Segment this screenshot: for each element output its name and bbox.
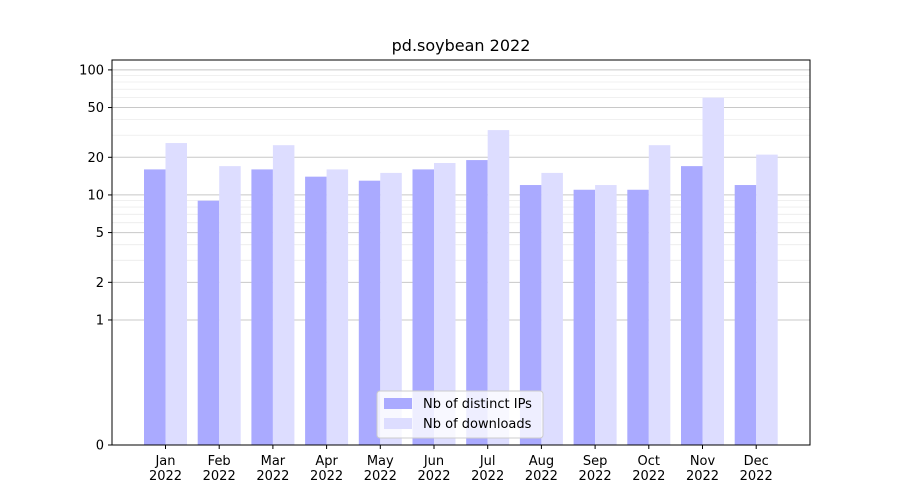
legend-swatch	[384, 418, 412, 429]
bar-distinct-ips	[358, 180, 381, 445]
legend-label: Nb of distinct IPs	[423, 397, 532, 412]
bar-distinct-ips	[251, 169, 273, 445]
bar-distinct-ips	[573, 189, 596, 445]
bar-distinct-ips	[519, 185, 542, 445]
bar-distinct-ips	[627, 189, 649, 445]
legend-label: Nb of downloads	[423, 417, 532, 432]
legend-swatch	[384, 398, 412, 409]
x-tick-label: May 2022	[364, 454, 397, 484]
x-tick-label: Apr 2022	[310, 454, 343, 484]
bar-downloads	[487, 130, 510, 445]
x-tick-label: Aug 2022	[525, 454, 558, 484]
bar-distinct-ips	[681, 166, 703, 445]
y-tick-label: 10	[87, 188, 104, 203]
y-tick-label: 2	[96, 276, 104, 291]
x-tick-label: Sep 2022	[579, 454, 612, 484]
bar-distinct-ips	[412, 169, 434, 445]
x-tick-label: Mar 2022	[256, 454, 289, 484]
bar-distinct-ips	[305, 176, 327, 445]
bar-downloads	[648, 145, 671, 445]
bar-downloads	[272, 145, 295, 445]
bars	[144, 97, 778, 446]
x-axis: Jan 2022 Feb 2022 Mar 2022 Apr 2022 May 2022 Jun 20…	[149, 445, 773, 484]
y-tick-label: 0	[96, 439, 104, 454]
bar-downloads	[434, 163, 456, 445]
x-tick-label: Jun 2022	[417, 454, 450, 484]
y-tick-label: 20	[87, 151, 104, 166]
bar-downloads	[380, 172, 402, 445]
y-tick-label: 1	[96, 313, 104, 328]
x-tick-label: Feb 2022	[203, 454, 236, 484]
x-tick-label: Jan 2022	[149, 454, 182, 484]
bar-distinct-ips	[466, 160, 488, 445]
bar-downloads	[541, 172, 563, 445]
x-tick-label: Jul 2022	[471, 454, 504, 484]
legend: Nb of distinct IPs Nb of downloads	[376, 390, 544, 439]
y-tick-label: 5	[96, 226, 104, 241]
bar-downloads	[702, 97, 724, 445]
chart-title: pd.soybean 2022	[392, 36, 531, 55]
y-tick-label: 100	[79, 63, 104, 78]
plot-frame	[111, 59, 811, 446]
bar-downloads	[756, 154, 778, 446]
y-tick-label: 50	[87, 101, 104, 116]
legend-box	[376, 390, 544, 439]
y-axis: 0 1 2 5 10 20 50 100	[79, 63, 112, 454]
bar-distinct-ips	[734, 185, 757, 445]
bar-downloads	[219, 166, 241, 445]
bar-downloads	[326, 169, 349, 445]
bar-distinct-ips	[197, 200, 220, 445]
bar-downloads	[595, 185, 617, 445]
bar-downloads	[165, 143, 187, 445]
x-tick-label: Oct 2022	[632, 454, 665, 484]
x-tick-label: Nov 2022	[686, 454, 719, 484]
x-tick-label: Dec 2022	[740, 454, 773, 484]
bar-distinct-ips	[144, 169, 166, 445]
